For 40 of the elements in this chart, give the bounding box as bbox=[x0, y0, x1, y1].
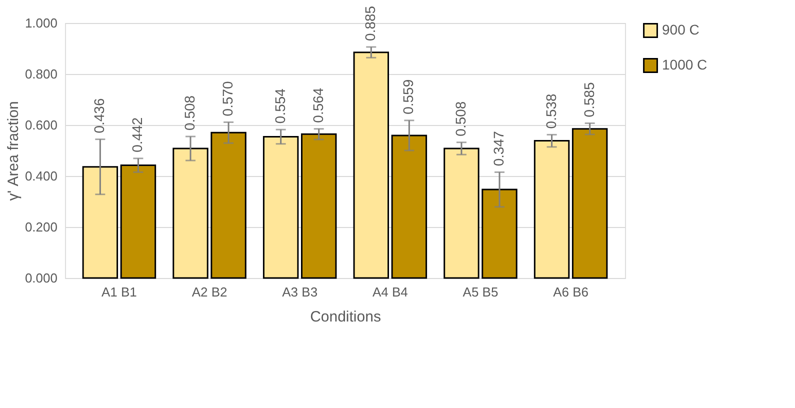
bar bbox=[534, 140, 570, 279]
y-axis-title: γ' Area fraction bbox=[4, 101, 22, 201]
x-tick-label: A6 B6 bbox=[553, 284, 589, 300]
data-label: 0.559 bbox=[400, 79, 416, 114]
data-label: 0.538 bbox=[542, 93, 559, 129]
y-tick-label: 0.200 bbox=[24, 220, 58, 234]
x-tick-label: A4 B4 bbox=[372, 284, 408, 300]
data-label: 0.436 bbox=[91, 98, 108, 134]
y-tick-label: 0.000 bbox=[24, 270, 58, 286]
bar bbox=[120, 164, 156, 279]
data-label: 0.508 bbox=[452, 101, 468, 136]
bar bbox=[210, 132, 246, 279]
bar bbox=[482, 188, 518, 279]
data-label: 0.554 bbox=[272, 88, 288, 124]
bar bbox=[391, 134, 428, 279]
data-label: 0.442 bbox=[129, 117, 146, 152]
bar bbox=[172, 148, 208, 279]
y-tick-label: 0.400 bbox=[24, 168, 58, 184]
x-tick-label: A3 B3 bbox=[282, 284, 318, 300]
bar bbox=[82, 166, 118, 279]
x-tick-label: A1 B1 bbox=[101, 284, 137, 300]
x-tick-label: A2 B2 bbox=[192, 284, 228, 300]
bar bbox=[572, 128, 608, 279]
legend-label: 900 C bbox=[662, 22, 700, 38]
data-label: 0.570 bbox=[220, 80, 236, 116]
bar bbox=[353, 52, 390, 279]
data-label: 0.585 bbox=[580, 82, 597, 118]
y-tick-label: 0.800 bbox=[24, 66, 58, 82]
y-tick-label: 0.600 bbox=[24, 118, 58, 132]
data-label: 0.564 bbox=[310, 88, 326, 123]
bar bbox=[300, 133, 337, 279]
x-axis-title: Conditions bbox=[310, 308, 381, 326]
x-tick-label: A5 B5 bbox=[462, 284, 498, 300]
data-label: 0.885 bbox=[362, 6, 378, 41]
y-tick-label: 1.000 bbox=[24, 16, 58, 30]
bar bbox=[444, 148, 480, 279]
bar bbox=[262, 136, 299, 279]
legend-label: 1000 C bbox=[662, 56, 708, 72]
data-label: 0.508 bbox=[182, 95, 198, 130]
data-label: 0.347 bbox=[490, 130, 506, 166]
